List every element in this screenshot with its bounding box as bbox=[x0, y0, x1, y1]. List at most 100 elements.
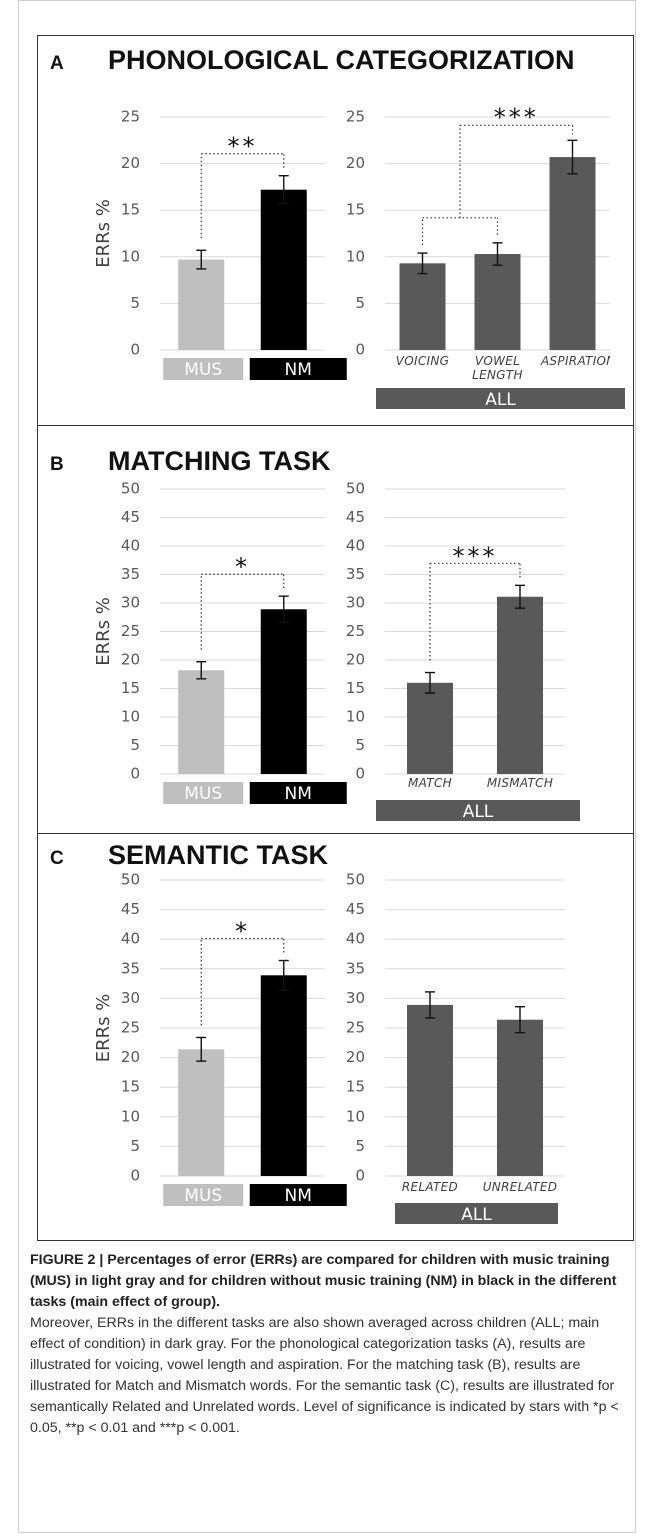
significance-stars: * bbox=[235, 918, 250, 946]
y-tick-label: 0 bbox=[355, 1167, 365, 1185]
x-tick-label: NM bbox=[285, 360, 312, 380]
x-tick-label: MUS bbox=[184, 784, 222, 804]
error-bar bbox=[196, 661, 207, 680]
y-axis-label: ERRs % bbox=[93, 597, 114, 666]
y-tick-label: 15 bbox=[346, 1078, 365, 1096]
y-tick-label: 45 bbox=[346, 508, 365, 526]
caption-title: FIGURE 2 | Percentages of error (ERRs) a… bbox=[30, 1252, 617, 1310]
y-tick-label: 5 bbox=[130, 736, 140, 754]
caption: FIGURE 2 | Percentages of error (ERRs) a… bbox=[30, 1250, 636, 1439]
error-bar bbox=[425, 671, 435, 694]
x-tick-label-box: VOICING bbox=[396, 354, 449, 368]
bar bbox=[399, 263, 446, 350]
bar bbox=[260, 975, 307, 1176]
panel-title: PHONOLOGICAL CATEGORIZATION bbox=[108, 45, 575, 75]
error-bar bbox=[278, 175, 289, 205]
bar bbox=[178, 259, 225, 350]
y-tick-label: 25 bbox=[346, 108, 365, 126]
caption-body: Moreover, ERRs in the different tasks ar… bbox=[30, 1315, 619, 1436]
bar bbox=[260, 609, 307, 774]
x-tick-label-box: VOWEL LENGTH bbox=[472, 354, 523, 382]
y-tick-label: 35 bbox=[346, 565, 365, 583]
x-tick-label: ASPIRATION bbox=[541, 354, 610, 368]
error-bar bbox=[515, 584, 525, 609]
y-tick-label: 30 bbox=[346, 989, 365, 1007]
x-tick-label: MUS bbox=[184, 360, 222, 380]
x-tick-label: NM bbox=[285, 1186, 312, 1206]
y-tick-label: 0 bbox=[355, 341, 365, 359]
y-tick-label: 40 bbox=[346, 930, 365, 948]
y-tick-label: 30 bbox=[121, 594, 140, 612]
y-tick-label: 5 bbox=[355, 1137, 365, 1155]
significance-stars: *** bbox=[494, 103, 539, 131]
error-bar bbox=[492, 242, 503, 266]
x-tick-label: RELATED bbox=[401, 1180, 459, 1194]
y-tick-label: 15 bbox=[121, 679, 140, 697]
category-box bbox=[163, 358, 244, 380]
bar bbox=[260, 189, 307, 350]
y-tick-label: 0 bbox=[130, 765, 140, 783]
bar bbox=[497, 596, 543, 774]
y-tick-label: 45 bbox=[121, 900, 140, 918]
group-box bbox=[376, 800, 580, 821]
panel-letter: B bbox=[50, 454, 64, 475]
y-tick-label: 20 bbox=[346, 1048, 365, 1066]
y-tick-label: 25 bbox=[121, 622, 140, 640]
y-tick-label: 40 bbox=[121, 930, 140, 948]
group-label: ALL bbox=[461, 1205, 492, 1225]
x-tick-label: MISMATCH bbox=[486, 776, 554, 790]
y-tick-label: 15 bbox=[121, 201, 140, 219]
error-bar bbox=[278, 959, 289, 991]
x-tick-label-box: RELATED bbox=[401, 1180, 459, 1194]
category-box bbox=[163, 782, 244, 804]
category-box bbox=[163, 1184, 244, 1206]
error-bar bbox=[196, 1036, 207, 1062]
bar bbox=[474, 254, 521, 350]
x-tick-label: NM bbox=[285, 784, 312, 804]
bar bbox=[178, 670, 225, 774]
group-label: ALL bbox=[485, 390, 516, 410]
group-label: ALL bbox=[463, 802, 494, 822]
error-bar bbox=[515, 1005, 525, 1034]
category-box bbox=[249, 358, 347, 380]
y-tick-label: 35 bbox=[121, 959, 140, 977]
x-tick-label: VOWEL LENGTH bbox=[472, 354, 523, 382]
x-tick-label-box: UNRELATED bbox=[483, 1180, 557, 1194]
x-tick-label-box: ASPIRATION bbox=[541, 354, 610, 368]
y-tick-label: 35 bbox=[346, 959, 365, 977]
bar bbox=[178, 1049, 225, 1176]
y-tick-label: 30 bbox=[346, 594, 365, 612]
y-tick-label: 10 bbox=[346, 247, 365, 265]
significance-stars: *** bbox=[453, 542, 498, 570]
y-tick-label: 10 bbox=[121, 247, 140, 265]
significance-stars: ** bbox=[228, 133, 258, 161]
x-tick-label: MUS bbox=[184, 1186, 222, 1206]
bar bbox=[407, 1004, 453, 1176]
y-tick-label: 45 bbox=[346, 900, 365, 918]
category-box bbox=[249, 1184, 347, 1206]
x-tick-label: MATCH bbox=[408, 776, 452, 790]
y-tick-label: 35 bbox=[121, 565, 140, 583]
y-tick-label: 10 bbox=[121, 708, 140, 726]
y-tick-label: 40 bbox=[121, 537, 140, 555]
y-tick-label: 15 bbox=[121, 1078, 140, 1096]
y-tick-label: 0 bbox=[130, 341, 140, 359]
y-tick-label: 20 bbox=[121, 651, 140, 669]
bar bbox=[549, 157, 596, 350]
y-tick-label: 40 bbox=[346, 537, 365, 555]
panel-title: SEMANTIC TASK bbox=[108, 840, 328, 870]
panel-frame bbox=[37, 833, 634, 1241]
x-tick-label-box: MATCH bbox=[408, 776, 452, 790]
y-tick-label: 20 bbox=[121, 1048, 140, 1066]
y-tick-label: 20 bbox=[346, 651, 365, 669]
y-tick-label: 50 bbox=[346, 871, 365, 889]
y-tick-label: 20 bbox=[121, 154, 140, 172]
y-tick-label: 5 bbox=[130, 294, 140, 312]
y-tick-label: 50 bbox=[346, 480, 365, 498]
error-bar bbox=[196, 249, 207, 270]
group-box bbox=[376, 388, 625, 409]
y-tick-label: 25 bbox=[346, 622, 365, 640]
y-tick-label: 45 bbox=[121, 508, 140, 526]
